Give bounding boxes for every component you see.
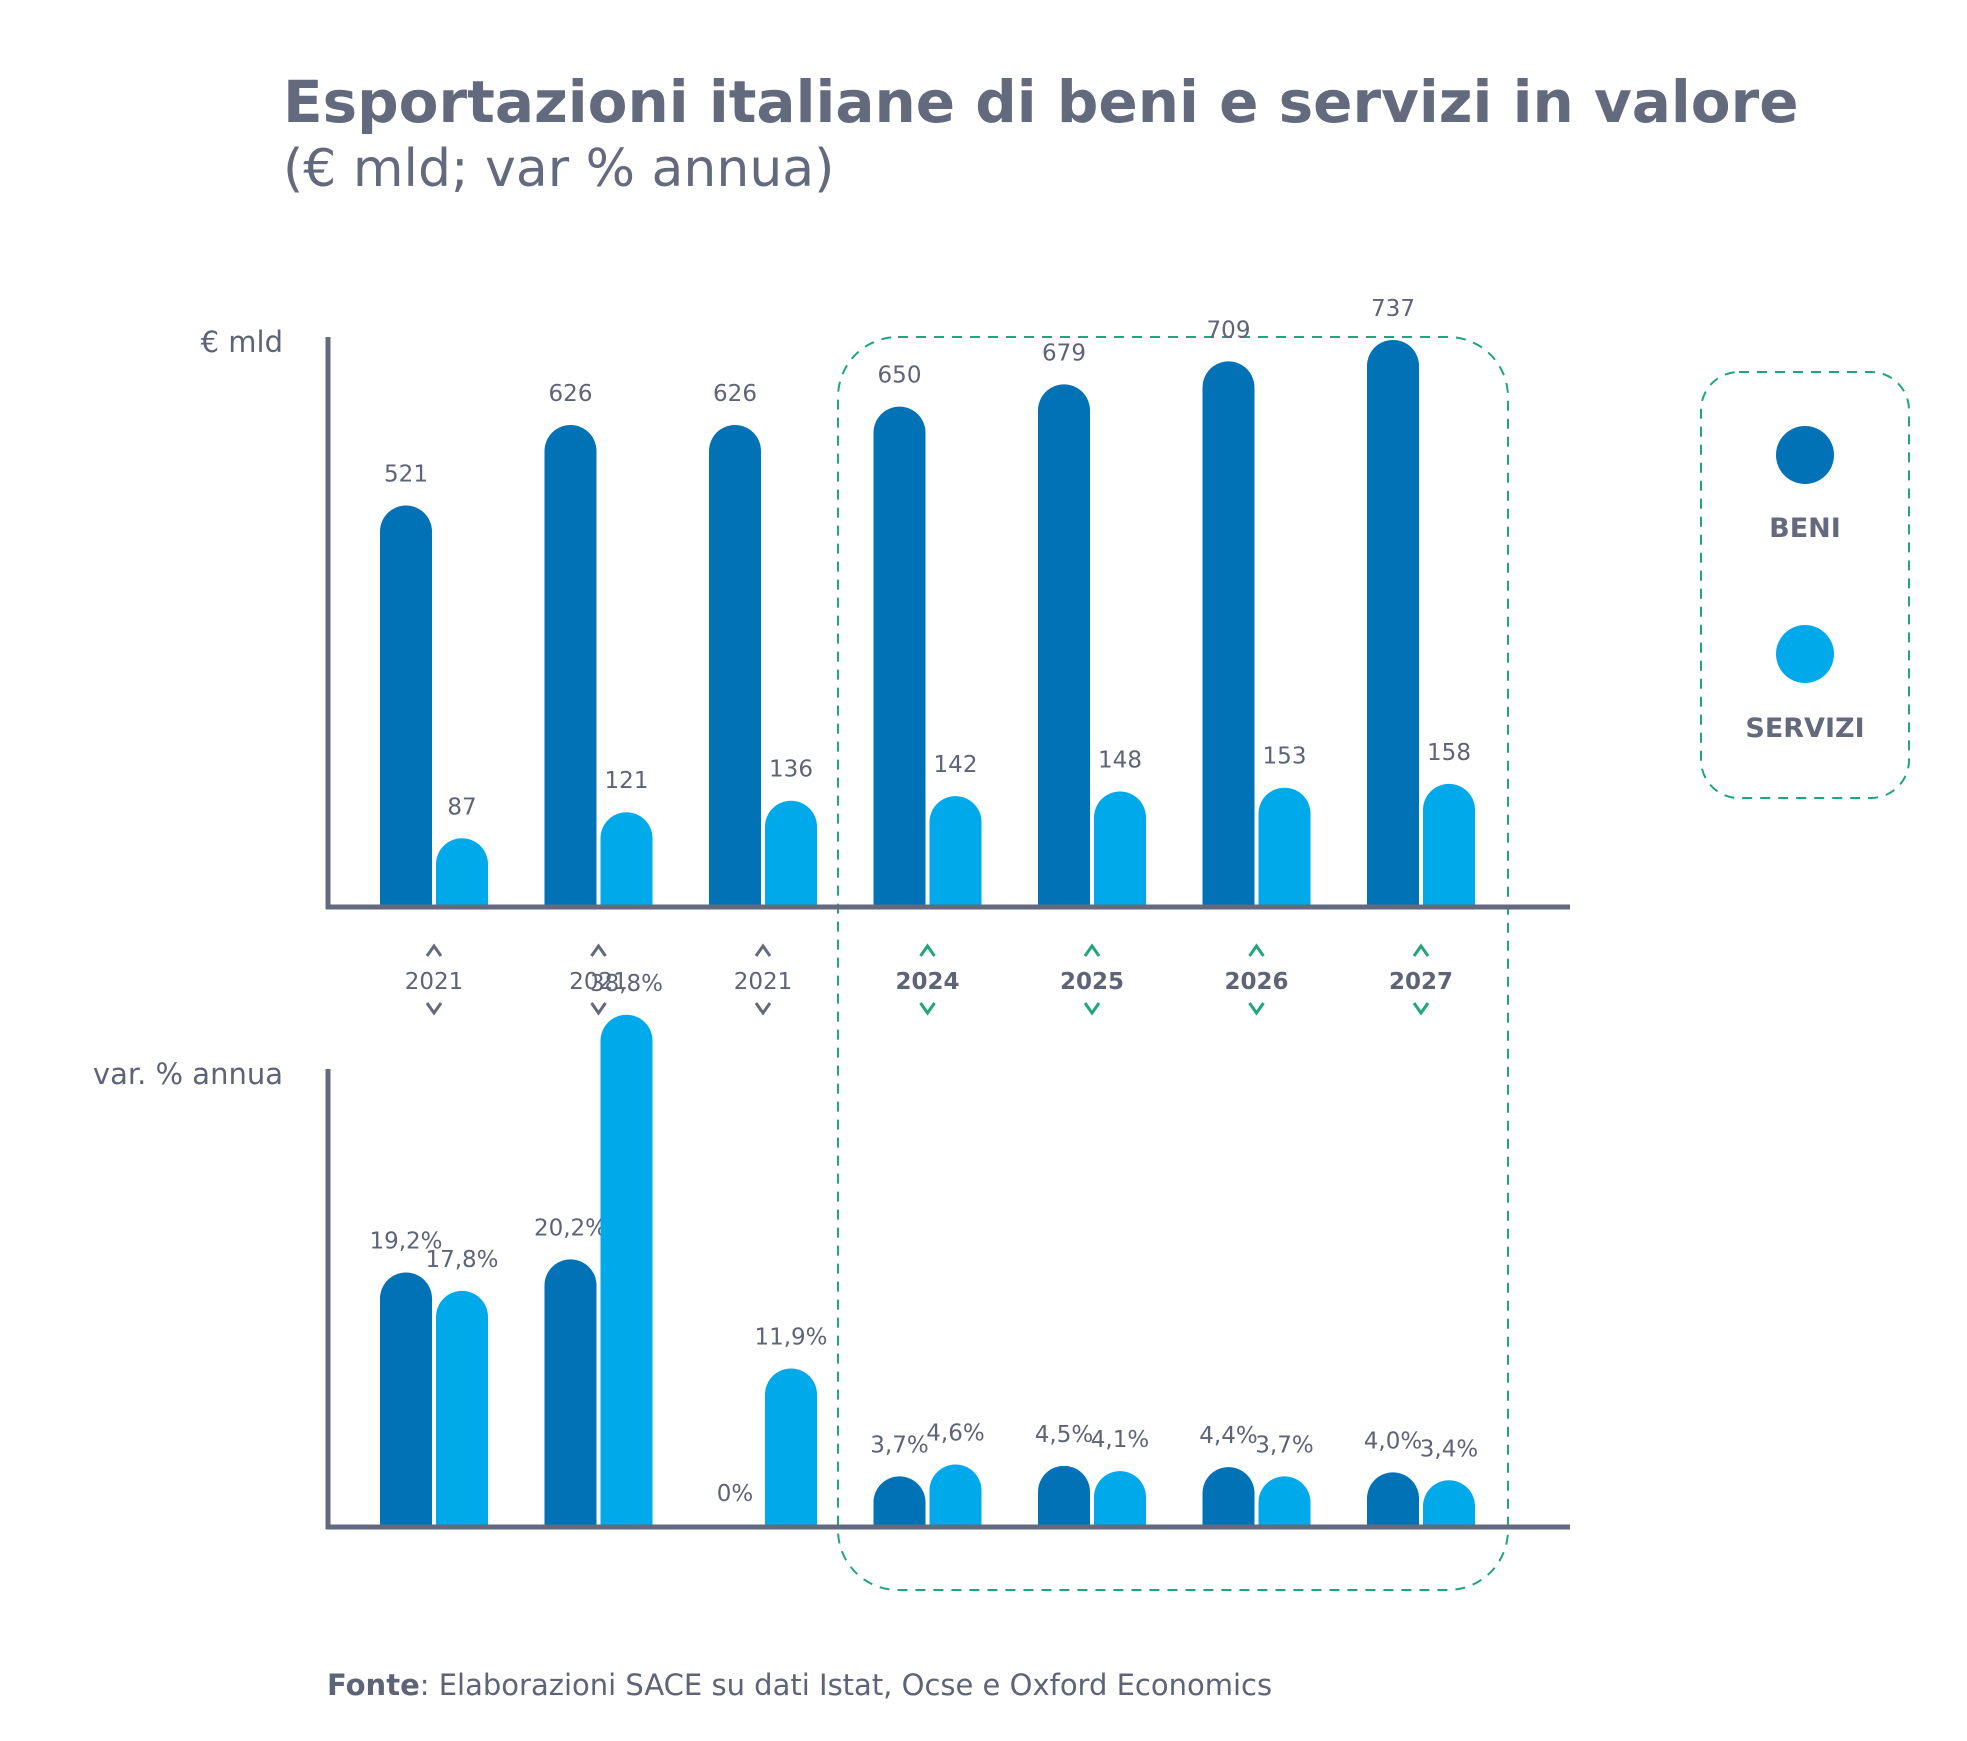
- chevron-down-icon-0: [425, 1002, 443, 1016]
- chevron-down-icon-1: [590, 1002, 607, 1016]
- source-label: Fonte: [327, 1668, 420, 1702]
- bottom-label-servizi-6: 3,4%: [1420, 1436, 1478, 1462]
- legend-box: [1700, 371, 1910, 799]
- top-bar-servizi-6: [1423, 783, 1475, 905]
- bottom-label-servizi-3: 4,6%: [926, 1421, 984, 1447]
- bottom-label-servizi-2: 11,9%: [754, 1325, 827, 1351]
- top-bar-beni-6: [1367, 339, 1419, 905]
- chevron-up-icon-1: [590, 943, 607, 957]
- top-panel-ylabel: € mld: [201, 325, 283, 359]
- top-label-beni-6: 737: [1371, 296, 1415, 322]
- top-bar-beni-2: [709, 425, 761, 905]
- top-bar-beni-4: [1038, 384, 1090, 905]
- bottom-label-beni-1: 20,2%: [534, 1215, 607, 1241]
- x-tick-label-0: 2021: [405, 969, 464, 995]
- source-text: : Elaborazioni SACE su dati Istat, Ocse …: [420, 1668, 1272, 1702]
- chevron-up-icon-3: [919, 943, 936, 957]
- top-bar-servizi-5: [1258, 787, 1311, 905]
- top-bar-beni-1: [544, 425, 597, 905]
- bottom-panel-bars: 19,2% 20,2% 0% 3,7% 4,5% 4,4% 4,0% 17,8% 38,8% 11…: [369, 971, 1478, 1525]
- top-label-beni-2: 626: [713, 381, 757, 407]
- bottom-label-servizi-4: 4,1%: [1091, 1427, 1149, 1453]
- top-bar-servizi-3: [929, 796, 982, 905]
- top-panel-bars: 521 626 626 650 679 709 737 87 121 136 142 148 153 15…: [380, 296, 1475, 906]
- bottom-bar-servizi-3: [929, 1464, 982, 1525]
- top-bar-servizi-2: [765, 800, 817, 905]
- chevron-down-icon-2: [754, 1002, 772, 1016]
- bottom-label-beni-0: 19,2%: [369, 1229, 442, 1255]
- bottom-bar-servizi-2: [765, 1368, 817, 1525]
- chevron-up-icon-6: [1412, 943, 1430, 957]
- forecast-region: [837, 336, 1509, 1591]
- legend-servizi-marker: [1776, 625, 1834, 683]
- top-bar-servizi-0: [436, 838, 488, 905]
- top-bar-servizi-4: [1094, 791, 1146, 905]
- legend-beni-label: BENI: [1769, 513, 1841, 544]
- chevron-up-icon-0: [425, 943, 443, 957]
- top-label-servizi-6: 158: [1427, 740, 1471, 766]
- bottom-label-beni-3: 3,7%: [870, 1432, 928, 1458]
- x-tick-label-4: 2025: [1060, 969, 1124, 995]
- bottom-bar-servizi-4: [1094, 1471, 1146, 1525]
- top-label-servizi-4: 148: [1098, 748, 1142, 774]
- top-label-beni-5: 709: [1207, 317, 1251, 343]
- top-bar-beni-3: [873, 406, 926, 905]
- chart-subtitle: (€ mld; var % annua): [283, 139, 834, 199]
- top-bar-beni-0: [380, 505, 432, 905]
- bottom-bar-beni-3: [873, 1476, 926, 1525]
- top-label-servizi-5: 153: [1263, 744, 1307, 770]
- legend: BENI SERVIZI: [1700, 371, 1910, 799]
- chevron-down-icon-6: [1412, 1002, 1430, 1016]
- top-label-servizi-3: 142: [934, 752, 978, 778]
- bottom-label-beni-2: 0%: [717, 1481, 754, 1507]
- bottom-label-beni-4: 4,5%: [1035, 1422, 1093, 1448]
- bottom-bar-servizi-5: [1258, 1476, 1311, 1525]
- x-tick-label-6: 2027: [1389, 969, 1453, 995]
- top-label-beni-3: 650: [878, 363, 922, 389]
- bottom-label-beni-5: 4,4%: [1199, 1423, 1257, 1449]
- top-label-beni-1: 626: [549, 381, 593, 407]
- top-label-beni-0: 521: [384, 462, 428, 488]
- chevron-down-icon-3: [919, 1002, 936, 1016]
- legend-servizi-label: SERVIZI: [1745, 713, 1864, 744]
- x-axis-labels: 2021 2021 2021 2024 2025 2026 2027: [405, 943, 1453, 1016]
- top-label-beni-4: 679: [1042, 340, 1086, 366]
- x-tick-label-1: 2021: [569, 969, 628, 995]
- top-bar-beni-5: [1202, 361, 1255, 906]
- chevron-up-icon-5: [1248, 943, 1265, 957]
- x-tick-label-5: 2026: [1224, 969, 1288, 995]
- chevron-down-icon-4: [1083, 1002, 1101, 1016]
- bottom-panel-ylabel: var. % annua: [93, 1057, 283, 1091]
- x-tick-label-2: 2021: [734, 969, 793, 995]
- source-note: Fonte: Elaborazioni SACE su dati Istat, …: [327, 1668, 1272, 1702]
- bottom-label-servizi-0: 17,8%: [425, 1247, 498, 1273]
- chevron-down-icon-5: [1248, 1002, 1265, 1016]
- x-tick-label-3: 2024: [895, 969, 959, 995]
- bottom-bar-beni-0: [380, 1272, 432, 1525]
- bottom-bar-beni-4: [1038, 1465, 1090, 1525]
- bottom-bar-servizi-6: [1423, 1480, 1475, 1525]
- bottom-label-beni-6: 4,0%: [1364, 1428, 1422, 1454]
- chevron-up-icon-4: [1083, 943, 1101, 957]
- bottom-bar-beni-1: [544, 1259, 597, 1525]
- chart-title: Esportazioni italiane di beni e servizi …: [283, 68, 1799, 136]
- bottom-bar-servizi-0: [436, 1290, 488, 1525]
- top-bar-servizi-1: [600, 812, 653, 905]
- legend-beni-marker: [1776, 426, 1834, 484]
- top-label-servizi-0: 87: [447, 794, 476, 820]
- bottom-label-servizi-5: 3,7%: [1255, 1432, 1313, 1458]
- top-label-servizi-2: 136: [769, 757, 813, 783]
- chevron-up-icon-2: [754, 943, 772, 957]
- bottom-label-servizi-1: 38,8%: [590, 971, 663, 997]
- bottom-bar-beni-5: [1202, 1467, 1255, 1525]
- bottom-bar-beni-6: [1367, 1472, 1419, 1525]
- bottom-bar-servizi-1: [600, 1014, 653, 1525]
- top-label-servizi-1: 121: [605, 768, 649, 794]
